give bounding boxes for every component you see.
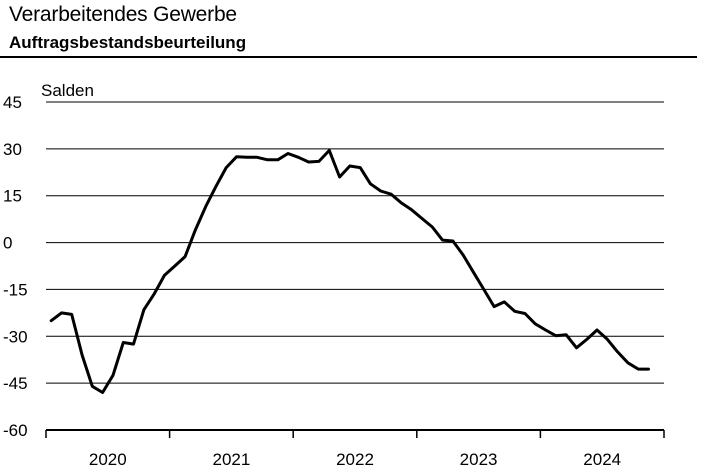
x-tick-label: 2022 (336, 450, 374, 469)
x-axis: 2020 2021 2022 2023 2024 (45, 429, 665, 469)
chart-subtitle: Auftragsbestandsbeurteilung (9, 33, 247, 52)
y-tick-label: -30 (3, 327, 28, 346)
y-axis-label: Salden (41, 81, 94, 100)
y-tick-label: 0 (3, 234, 12, 253)
y-tick-label: -60 (3, 421, 28, 440)
y-tick-label: -15 (3, 280, 28, 299)
series-layer (49, 148, 650, 394)
x-tick-label: 2020 (89, 450, 127, 469)
x-tick-label: 2023 (460, 450, 498, 469)
gridlines (46, 101, 664, 384)
y-tick-label: 45 (3, 93, 22, 112)
title-divider (0, 56, 697, 58)
x-tick-label: 2024 (583, 450, 621, 469)
y-tick-label: 30 (3, 140, 22, 159)
y-tick-label: 15 (3, 187, 22, 206)
y-tick-label: -45 (3, 374, 28, 393)
x-tick-label: 2021 (212, 450, 250, 469)
chart-title: Verarbeitendes Gewerbe (9, 3, 237, 26)
series-line (49, 148, 650, 394)
y-axis-tick-labels: 45 30 15 0 -15 -30 -45 -60 (3, 93, 28, 440)
